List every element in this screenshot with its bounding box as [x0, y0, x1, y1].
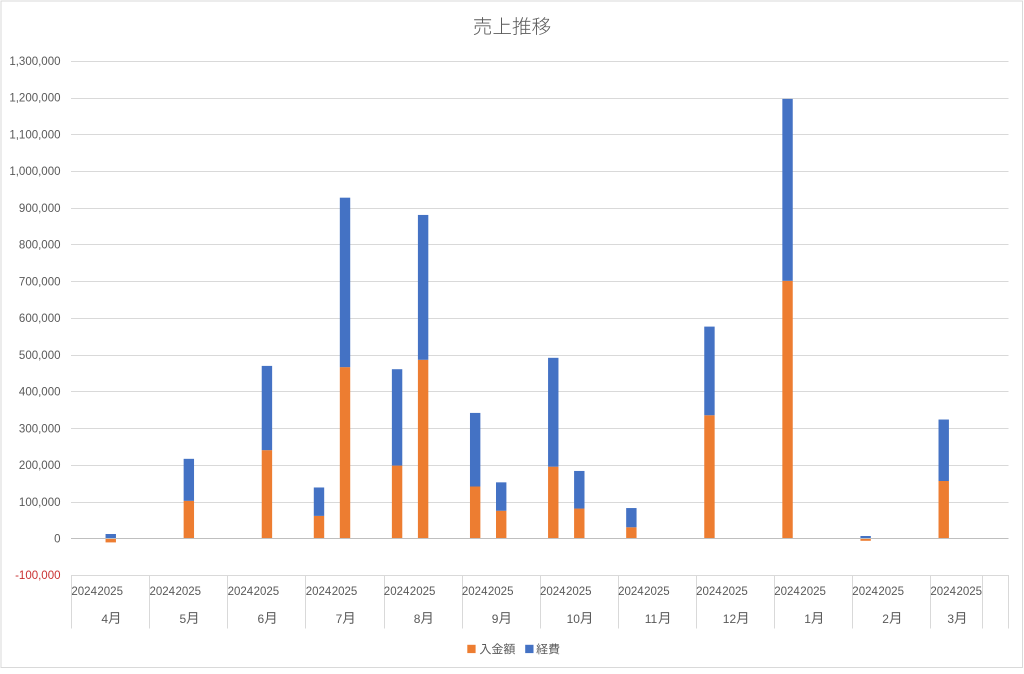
svg-text:1: 1 — [804, 612, 811, 626]
svg-text:600,000: 600,000 — [19, 313, 61, 325]
svg-text:2025: 2025 — [488, 586, 514, 598]
svg-text:2024: 2024 — [852, 586, 878, 598]
svg-text:200,000: 200,000 — [19, 460, 61, 472]
svg-text:9: 9 — [492, 612, 499, 626]
svg-text:2024: 2024 — [384, 586, 410, 598]
svg-text:2: 2 — [882, 612, 889, 626]
svg-text:500,000: 500,000 — [19, 350, 61, 362]
svg-text:2025: 2025 — [410, 586, 436, 598]
svg-text:2025: 2025 — [644, 586, 670, 598]
svg-text:10: 10 — [567, 612, 581, 626]
svg-text:2024: 2024 — [540, 586, 566, 598]
svg-text:400,000: 400,000 — [19, 387, 61, 399]
svg-text:300,000: 300,000 — [19, 423, 61, 435]
svg-text:700,000: 700,000 — [19, 276, 61, 288]
svg-text:800,000: 800,000 — [19, 240, 61, 252]
svg-text:2024: 2024 — [774, 586, 800, 598]
svg-text:-100,000: -100,000 — [15, 570, 60, 582]
svg-text:1,000,000: 1,000,000 — [9, 166, 60, 178]
svg-text:2025: 2025 — [332, 586, 358, 598]
svg-text:11: 11 — [645, 612, 658, 626]
svg-text:2025: 2025 — [800, 586, 826, 598]
svg-text:7: 7 — [336, 612, 343, 626]
svg-text:1,200,000: 1,200,000 — [9, 93, 60, 105]
svg-text:6: 6 — [258, 612, 265, 626]
svg-text:12: 12 — [723, 612, 737, 626]
svg-text:2024: 2024 — [150, 586, 176, 598]
svg-text:2024: 2024 — [462, 586, 488, 598]
svg-text:2024: 2024 — [618, 586, 644, 598]
svg-text:4: 4 — [101, 612, 108, 626]
svg-text:2024: 2024 — [71, 586, 97, 598]
svg-text:2025: 2025 — [254, 586, 280, 598]
svg-text:2025: 2025 — [566, 586, 592, 598]
svg-text:8: 8 — [414, 612, 421, 626]
svg-text:5: 5 — [180, 612, 187, 626]
svg-text:2024: 2024 — [930, 586, 956, 598]
svg-text:2025: 2025 — [97, 586, 123, 598]
svg-text:2025: 2025 — [878, 586, 904, 598]
svg-text:3: 3 — [947, 612, 954, 626]
svg-text:0: 0 — [54, 534, 60, 546]
svg-text:2024: 2024 — [228, 586, 254, 598]
svg-text:2024: 2024 — [306, 586, 332, 598]
svg-text:100,000: 100,000 — [19, 497, 61, 509]
svg-text:2024: 2024 — [696, 586, 722, 598]
svg-text:2025: 2025 — [176, 586, 202, 598]
svg-text:1,100,000: 1,100,000 — [9, 130, 60, 142]
svg-text:1,300,000: 1,300,000 — [9, 56, 60, 68]
svg-text:2025: 2025 — [722, 586, 748, 598]
svg-text:2025: 2025 — [957, 586, 983, 598]
svg-text:900,000: 900,000 — [19, 203, 61, 215]
